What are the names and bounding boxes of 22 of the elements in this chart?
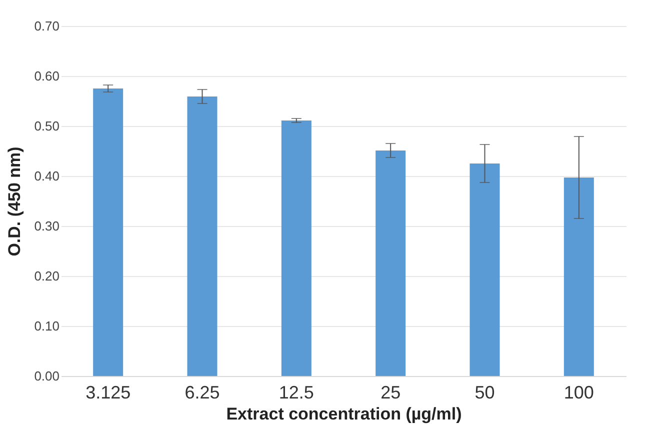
bar (470, 164, 500, 376)
bar (376, 150, 406, 376)
bar (187, 96, 218, 376)
y-tick-label: 0.40 (34, 168, 60, 184)
x-tick-label: 12.5 (278, 382, 314, 402)
y-tick-label: 0.00 (34, 368, 60, 384)
x-tick-label: 50 (474, 382, 495, 402)
x-tick-label: 3.125 (86, 382, 131, 402)
x-tick-label: 100 (564, 382, 594, 402)
x-tick-label: 25 (380, 382, 401, 402)
y-tick-label: 0.50 (34, 118, 60, 134)
y-tick-label: 0.30 (34, 218, 60, 234)
x-tick-label: 6.25 (184, 382, 220, 402)
bar (93, 88, 124, 376)
bar (281, 120, 312, 376)
y-tick-label: 0.20 (34, 268, 60, 284)
y-axis-title: O.D. (450 nm) (5, 146, 24, 256)
y-tick-label: 0.10 (34, 318, 60, 334)
bar (564, 178, 594, 376)
x-axis-title: Extract concentration (µg/ml) (226, 404, 462, 424)
y-tick-label: 0.70 (34, 18, 60, 34)
y-tick-label: 0.60 (34, 68, 60, 84)
